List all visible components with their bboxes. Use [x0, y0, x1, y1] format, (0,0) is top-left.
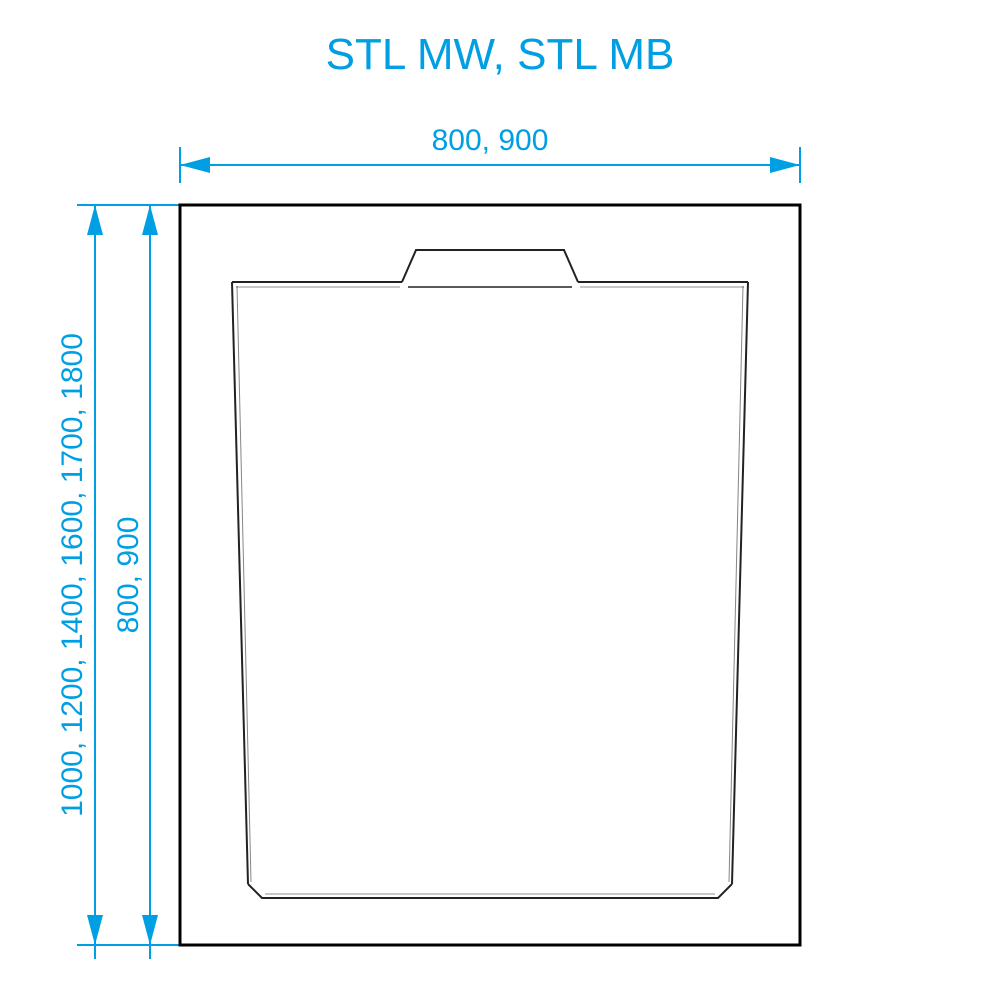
drawing-canvas: 800, 900 1000, 1200, 1400, 1600, 1700, 18… — [0, 0, 1000, 1001]
svg-text:800, 900: 800, 900 — [432, 124, 549, 157]
svg-text:1000, 1200, 1400, 1600, 1700,: 1000, 1200, 1400, 1600, 1700, 1800 — [56, 333, 89, 817]
technical-drawing: STL MW, STL MB 800, 900 1000, 1200, 1400,… — [0, 0, 1000, 1001]
drawing-title: STL MW, STL MB — [0, 30, 1000, 80]
svg-text:800, 900: 800, 900 — [112, 517, 145, 634]
